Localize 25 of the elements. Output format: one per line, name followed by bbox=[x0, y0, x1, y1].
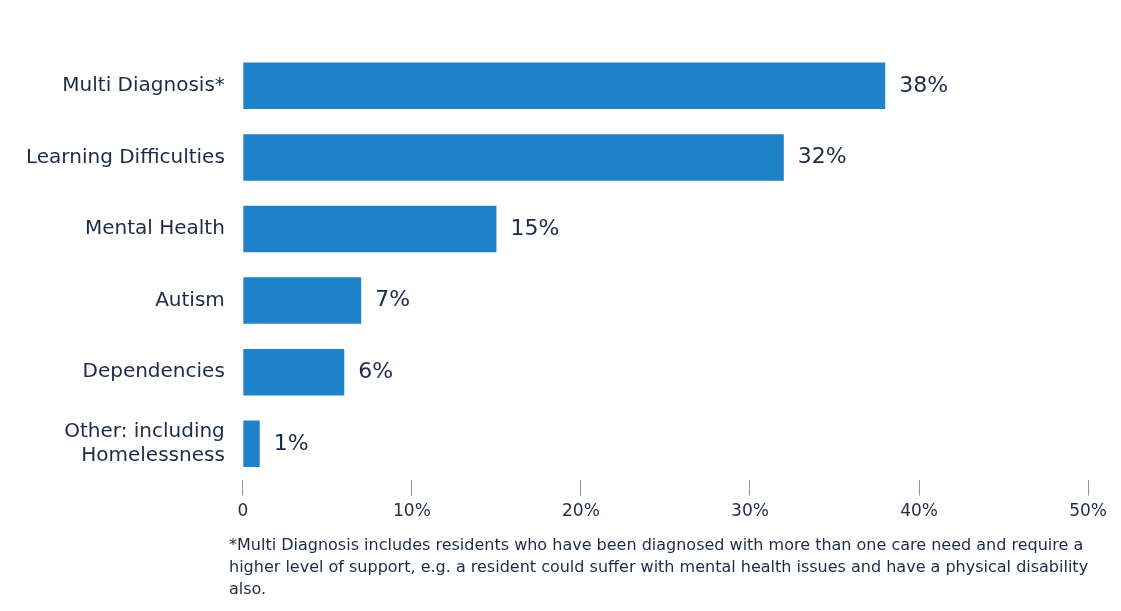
bar bbox=[243, 348, 345, 396]
data-label: 32% bbox=[797, 143, 847, 169]
y-tick-label: Multi Diagnosis* bbox=[62, 72, 225, 96]
data-label: 38% bbox=[899, 71, 949, 97]
text: *Multi Diagnosis includes residents who have been diagnosed with more than one care need and require a higher level of support, e.g. a resident could suffer with mental health issues and have a physical disability also. bbox=[229, 534, 1090, 600]
data-label: 15% bbox=[510, 214, 560, 240]
x-tick-label: 50% bbox=[1069, 500, 1108, 521]
data-label: 6% bbox=[358, 357, 394, 383]
bar bbox=[243, 62, 886, 110]
bar bbox=[243, 205, 497, 253]
data-label: 1% bbox=[273, 429, 309, 455]
y-tick-label: Dependencies bbox=[82, 358, 225, 383]
bar bbox=[243, 277, 362, 324]
bar bbox=[243, 420, 260, 468]
x-tick-label: 40% bbox=[900, 500, 938, 521]
x-tick-label: 30% bbox=[731, 500, 769, 521]
y-tick-label: Other: including Homelessness bbox=[64, 418, 225, 466]
y-tick-label: Learning Difficulties bbox=[26, 143, 225, 168]
y-tick-label: Mental Health bbox=[84, 215, 225, 240]
bar bbox=[243, 134, 784, 181]
x-tick-label: 10% bbox=[392, 500, 431, 521]
y-tick-label: Autism bbox=[155, 286, 225, 311]
x-tick-label: 20% bbox=[562, 500, 600, 521]
data-label: 7% bbox=[375, 286, 411, 312]
x-tick-label: 0 bbox=[237, 500, 249, 521]
